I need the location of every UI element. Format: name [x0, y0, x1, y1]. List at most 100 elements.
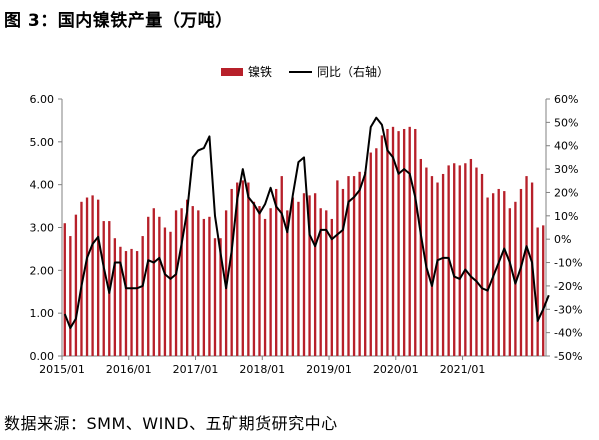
bar	[69, 236, 72, 356]
bar	[436, 182, 439, 356]
bar	[414, 128, 417, 356]
y-left-tick-label: 5.00	[30, 136, 55, 149]
bar	[542, 225, 545, 356]
bar	[130, 248, 133, 356]
bar	[430, 176, 434, 356]
legend-line-label: 同比（右轴）	[317, 64, 389, 79]
line-series	[63, 116, 550, 329]
bar	[241, 180, 244, 356]
bar	[458, 165, 461, 356]
bar	[330, 218, 333, 356]
y-right-tick-label: -40%	[554, 327, 582, 340]
bar	[408, 126, 411, 356]
x-tick-label: 2021/01	[440, 363, 486, 376]
bar	[91, 195, 94, 356]
y-left-tick-label: 1.00	[30, 307, 55, 320]
legend-bar-swatch	[221, 68, 243, 76]
y-right-tick-label: -10%	[554, 257, 582, 270]
bar	[336, 180, 339, 356]
bar	[325, 210, 328, 356]
bar	[514, 201, 517, 356]
bar	[469, 158, 473, 356]
bar	[341, 188, 345, 356]
bar	[402, 128, 406, 356]
bar	[119, 246, 122, 356]
bar	[536, 227, 539, 356]
bar	[286, 210, 289, 356]
legend: 镍铁 同比（右轴）	[221, 64, 389, 79]
bar	[186, 199, 189, 356]
bar	[74, 214, 78, 356]
y-left-tick-label: 6.00	[30, 93, 55, 106]
bar	[347, 176, 350, 356]
bar	[219, 238, 222, 356]
bar	[202, 218, 206, 356]
y-right-tick-label: -20%	[554, 280, 582, 293]
bar	[197, 210, 200, 356]
bar	[213, 238, 217, 356]
bar	[352, 176, 356, 356]
bar	[375, 148, 378, 356]
y-right-tick-label: 60%	[554, 93, 578, 106]
bar	[441, 173, 445, 356]
yoy-line	[63, 116, 550, 329]
bar	[124, 251, 128, 356]
bar	[113, 238, 117, 356]
bar	[80, 201, 83, 356]
bar	[358, 171, 361, 356]
bar	[391, 126, 395, 356]
bar	[508, 208, 512, 356]
bar	[158, 216, 161, 356]
x-tick-label: 2018/01	[239, 363, 285, 376]
y-left-tick-label: 3.00	[30, 222, 55, 235]
y-right-tick-label: 30%	[554, 163, 578, 176]
bar	[525, 176, 528, 356]
x-tick-label: 2016/01	[106, 363, 152, 376]
legend-bar-label: 镍铁	[248, 65, 272, 79]
figure-title: 图 3：国内镍铁产量（万吨）	[4, 11, 233, 31]
y-left-tick-label: 2.00	[30, 264, 55, 277]
y-right-tick-label: 40%	[554, 140, 578, 153]
bar	[180, 208, 183, 356]
x-tick-label: 2020/01	[373, 363, 419, 376]
bar	[386, 128, 389, 356]
bar	[369, 152, 372, 356]
bar	[313, 193, 317, 356]
bar	[252, 201, 256, 356]
bar	[475, 167, 478, 356]
bar	[236, 182, 239, 356]
bar	[319, 208, 322, 356]
bar	[208, 216, 211, 356]
bar	[258, 206, 261, 356]
bar	[497, 188, 500, 356]
bar	[486, 197, 489, 356]
bar	[364, 171, 367, 356]
y-right-tick-label: 50%	[554, 116, 578, 129]
bar	[464, 163, 467, 356]
bar	[280, 176, 283, 356]
y-right-tick-label: 10%	[554, 210, 578, 223]
bar	[169, 231, 172, 356]
bar	[85, 197, 89, 356]
bar	[297, 201, 300, 356]
y-left-tick-label: 4.00	[30, 179, 55, 192]
bar	[380, 135, 384, 356]
bar	[63, 223, 66, 356]
y-left-tick-label: 0.00	[30, 350, 55, 363]
bar	[519, 188, 523, 356]
bar	[230, 188, 233, 356]
bar	[397, 131, 400, 356]
bar	[302, 193, 306, 356]
y-right-tick-label: 20%	[554, 186, 578, 199]
x-tick-label: 2017/01	[173, 363, 219, 376]
bar	[247, 182, 250, 356]
bar	[163, 227, 167, 356]
bar	[174, 210, 178, 356]
bar	[263, 218, 267, 356]
bar	[275, 188, 278, 356]
y-right-tick-label: -30%	[554, 303, 582, 316]
source-note: 数据来源：SMM、WIND、五矿期货研究中心	[4, 414, 338, 433]
y-right-tick-label: 0%	[554, 233, 571, 246]
x-tick-label: 2019/01	[306, 363, 352, 376]
bar	[291, 197, 295, 356]
